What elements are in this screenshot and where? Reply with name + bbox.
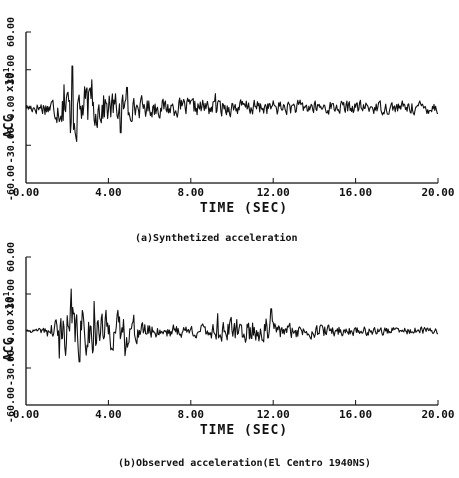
b-x-tick-label: 20.00 xyxy=(421,408,454,421)
b-y-tick-label: 30.00 xyxy=(6,279,17,309)
a-x-tick-label: 20.00 xyxy=(421,186,454,199)
b-x-axis-label: TIME (SEC) xyxy=(200,423,288,438)
a-y-tick-label: -60.00 xyxy=(6,165,17,201)
a-y-unit-label: x101 xyxy=(2,67,16,92)
a-y-tick-label: 60.00 xyxy=(6,17,17,47)
b-x-tick-label: 8.00 xyxy=(178,408,205,421)
a-y-tick-label: -30.00 xyxy=(6,127,17,163)
a-x-axis-label: TIME (SEC) xyxy=(200,201,288,216)
a-x-tick-label: 4.00 xyxy=(95,186,122,199)
b-acceleration-trace xyxy=(25,288,439,363)
a-x-tick-label: 16.00 xyxy=(339,186,372,199)
b-y-tick-label: 60.00 xyxy=(6,242,17,272)
b-y-tick-label: 0.00 xyxy=(6,319,17,343)
b-x-tick-label: 12.00 xyxy=(257,408,290,421)
b-x-tick-label: 16.00 xyxy=(339,408,372,421)
a-acceleration-trace xyxy=(25,65,439,143)
a-y-axis-label: ACC xyxy=(2,115,17,138)
a-x-tick-label: 12.00 xyxy=(257,186,290,199)
b-x-tick-label: 0.00 xyxy=(13,408,40,421)
b-y-tick-label: -30.00 xyxy=(6,350,17,386)
a-x-tick-label: 8.00 xyxy=(178,186,205,199)
panel-b-caption: (b)Observed acceleration(El Centro 1940N… xyxy=(118,458,371,469)
panel-a-caption: (a)Synthetized acceleration xyxy=(135,233,298,244)
b-y-axis-label: ACC xyxy=(2,338,17,361)
a-x-tick-label: 0.00 xyxy=(13,186,40,199)
b-y-tick-label: -60.00 xyxy=(6,387,17,423)
a-y-tick-label: 0.00 xyxy=(6,95,17,119)
b-x-tick-label: 4.00 xyxy=(95,408,122,421)
b-y-unit-label: x101 xyxy=(2,291,16,316)
a-y-tick-label: 30.00 xyxy=(6,55,17,85)
